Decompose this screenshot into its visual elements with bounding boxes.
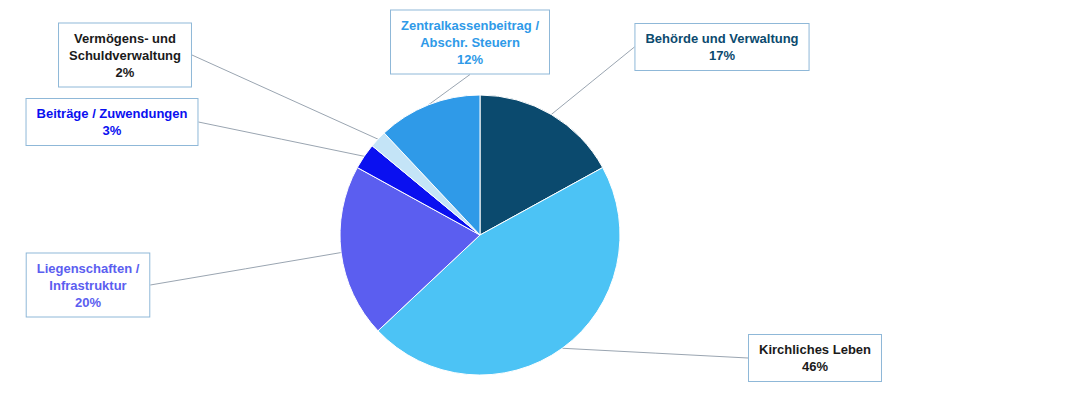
- svg-text:20%: 20%: [75, 295, 101, 310]
- svg-text:46%: 46%: [802, 359, 828, 374]
- svg-text:Infrastruktur: Infrastruktur: [49, 278, 126, 293]
- svg-text:Zentralkassenbeitrag /: Zentralkassenbeitrag /: [401, 18, 539, 33]
- svg-text:Vermögens- und: Vermögens- und: [74, 31, 176, 46]
- svg-text:Schuldverwaltung: Schuldverwaltung: [69, 48, 181, 63]
- svg-text:3%: 3%: [103, 123, 122, 138]
- svg-text:Beiträge / Zuwendungen: Beiträge / Zuwendungen: [37, 106, 188, 121]
- svg-text:Abschr. Steuern: Abschr. Steuern: [420, 35, 520, 50]
- svg-text:2%: 2%: [116, 65, 135, 80]
- svg-text:17%: 17%: [709, 48, 735, 63]
- svg-text:Kirchliches Leben: Kirchliches Leben: [759, 342, 871, 357]
- svg-text:Liegenschaften /: Liegenschaften /: [37, 261, 140, 276]
- svg-text:Behörde und Verwaltung: Behörde und Verwaltung: [645, 31, 798, 46]
- svg-text:12%: 12%: [457, 52, 483, 67]
